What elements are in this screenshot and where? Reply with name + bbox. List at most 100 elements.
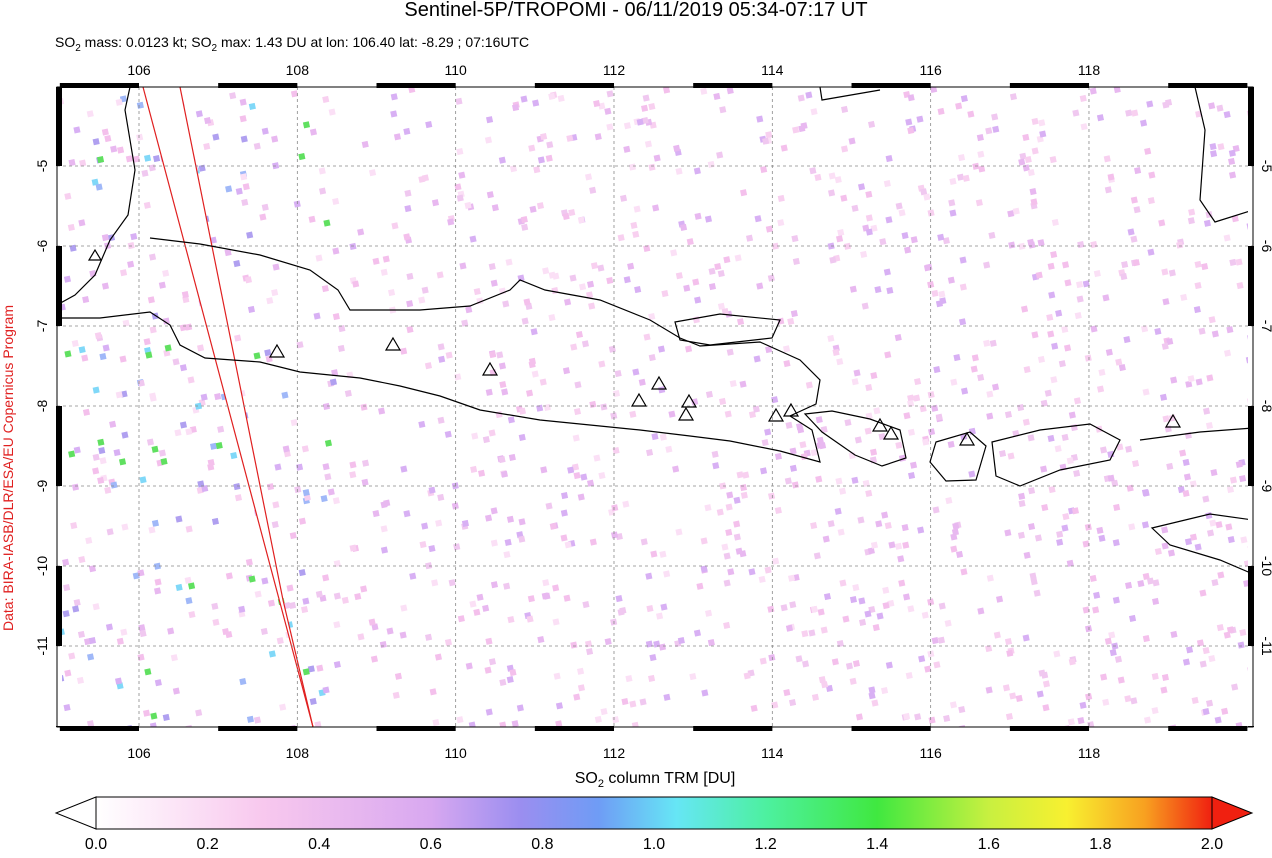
pixel <box>1105 348 1113 356</box>
pixel <box>573 472 581 480</box>
pixel <box>104 134 112 143</box>
pixel <box>392 691 400 699</box>
pixel <box>670 249 678 257</box>
pixel <box>1185 380 1193 388</box>
frame-bar <box>1248 406 1254 486</box>
pixel <box>484 666 492 674</box>
pixel <box>714 262 722 271</box>
pixel <box>647 674 656 682</box>
pixel <box>914 378 922 386</box>
pixel <box>885 216 893 224</box>
pixel <box>242 183 250 191</box>
pixel <box>361 478 369 486</box>
pixel <box>977 607 985 615</box>
pixel <box>907 428 916 436</box>
pixel <box>148 164 156 172</box>
pixel <box>179 421 188 429</box>
pixel <box>86 110 94 118</box>
pixel <box>517 274 525 282</box>
pixel <box>1033 589 1041 597</box>
pixel <box>785 624 794 632</box>
pixel <box>910 236 918 244</box>
pixel <box>372 510 380 518</box>
pixel <box>1107 173 1115 181</box>
lat-label: -6 <box>1259 240 1272 253</box>
pixel <box>137 569 145 577</box>
pixel <box>555 702 564 710</box>
pixel <box>127 260 135 268</box>
pixel <box>1073 469 1081 477</box>
pixel <box>1022 418 1030 426</box>
pixel <box>188 611 196 619</box>
colorbar-label: 0.8 <box>531 836 553 853</box>
frame-bar <box>56 566 62 646</box>
pixel <box>432 719 440 727</box>
frame-bar <box>1248 246 1254 326</box>
pixel <box>261 203 269 211</box>
pixel <box>1147 248 1155 256</box>
pixel <box>1031 147 1039 155</box>
pixel <box>895 441 903 449</box>
pixel <box>810 605 819 613</box>
pixel <box>1018 158 1026 166</box>
pixel <box>185 724 193 727</box>
pixel <box>1022 634 1030 642</box>
pixel <box>1107 474 1115 482</box>
pixel <box>851 204 859 212</box>
pixel <box>977 374 985 382</box>
pixel <box>149 326 157 334</box>
pixel <box>955 102 963 110</box>
pixel <box>641 104 649 112</box>
pixel <box>639 698 647 706</box>
pixel <box>829 256 837 264</box>
pixel <box>264 349 272 357</box>
pixel <box>316 664 324 672</box>
pixel <box>947 440 955 448</box>
pixel <box>507 615 515 624</box>
pixel <box>69 244 77 252</box>
pixel <box>79 159 87 167</box>
pixel <box>523 298 531 306</box>
pixel <box>875 520 883 528</box>
pixel <box>1079 94 1087 102</box>
pixel <box>1115 358 1123 366</box>
pixel <box>1211 330 1219 338</box>
pixel <box>788 574 796 582</box>
pixel <box>1039 130 1047 138</box>
pixel <box>1019 152 1027 160</box>
pixel <box>498 362 507 370</box>
pixel <box>333 621 341 629</box>
pixel <box>933 366 941 374</box>
subtitle-part: mass: 0.0123 kt; SO <box>81 34 212 50</box>
pixel <box>1215 521 1223 529</box>
pixel <box>289 532 297 540</box>
pixel <box>319 187 327 195</box>
pixel <box>421 174 430 182</box>
pixel <box>476 593 484 601</box>
lon-label: 110 <box>444 745 467 761</box>
pixel <box>920 188 928 196</box>
pixel <box>360 403 368 411</box>
pixel <box>924 665 932 673</box>
pixel <box>876 612 884 620</box>
pixel <box>783 689 791 697</box>
pixel <box>560 509 568 517</box>
pixel <box>653 640 661 648</box>
pixel <box>1093 591 1101 599</box>
pixel <box>437 493 445 501</box>
pixel <box>805 381 813 389</box>
pixel <box>1051 218 1059 226</box>
pixel <box>1047 262 1055 270</box>
pixel <box>648 312 656 321</box>
pixel <box>683 284 691 292</box>
pixel <box>1066 457 1074 465</box>
pixel <box>109 420 117 428</box>
pixel <box>700 537 708 545</box>
colorbar-label: 0.2 <box>196 836 218 853</box>
lon-label: 108 <box>286 745 310 761</box>
pixel <box>1224 349 1232 357</box>
pixel <box>612 390 621 398</box>
pixel <box>115 98 123 106</box>
pixel <box>529 205 537 213</box>
pixel <box>72 605 80 613</box>
